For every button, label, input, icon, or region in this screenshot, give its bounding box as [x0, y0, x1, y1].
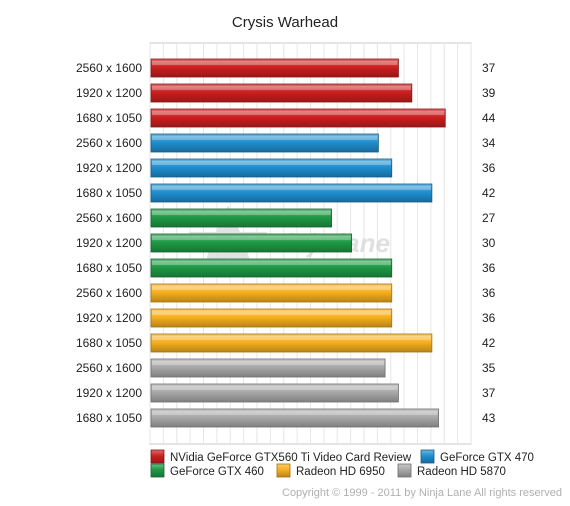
value-label: 34 [482, 136, 496, 150]
value-label: 44 [482, 111, 496, 125]
bar [150, 83, 413, 103]
bar [150, 208, 332, 228]
legend-swatch [150, 463, 165, 478]
legend-swatch [150, 449, 165, 464]
legend-label: NVidia GeForce GTX560 Ti Video Card Revi… [170, 452, 412, 464]
bar-highlight [152, 411, 438, 415]
bar [150, 183, 433, 203]
bar [150, 108, 446, 128]
value-label: 27 [482, 211, 496, 225]
category-label: 1680 x 1050 [76, 261, 142, 275]
bar-highlight [152, 386, 398, 390]
bar [150, 258, 393, 278]
category-label: 2560 x 1600 [76, 61, 142, 75]
bar [150, 283, 393, 303]
category-label: 2560 x 1600 [76, 211, 142, 225]
category-label: 1680 x 1050 [76, 411, 142, 425]
category-label: 1920 x 1200 [76, 236, 142, 250]
bar-highlight [152, 61, 398, 65]
bar-highlight [152, 361, 385, 365]
bar [150, 58, 399, 78]
bar-highlight [152, 236, 351, 240]
value-label: 37 [482, 61, 496, 75]
category-label: 2560 x 1600 [76, 361, 142, 375]
value-label: 39 [482, 86, 496, 100]
value-label: 36 [482, 261, 496, 275]
legend-label: Radeon HD 5870 [417, 466, 506, 478]
category-label: 1680 x 1050 [76, 186, 142, 200]
value-label: 37 [482, 386, 496, 400]
value-label: 36 [482, 311, 496, 325]
bar-highlight [152, 286, 391, 290]
category-label: 1680 x 1050 [76, 111, 142, 125]
value-label: 30 [482, 236, 496, 250]
chart-title: Crysis Warhead [232, 14, 338, 31]
legend-label: Radeon HD 6950 [296, 466, 385, 478]
bar [150, 308, 393, 328]
bar [150, 358, 386, 378]
category-label: 2560 x 1600 [76, 136, 142, 150]
category-label: 1920 x 1200 [76, 311, 142, 325]
category-label: 1920 x 1200 [76, 86, 142, 100]
bar [150, 408, 439, 428]
bar [150, 133, 379, 153]
value-label: 36 [482, 286, 496, 300]
bar-highlight [152, 261, 391, 265]
value-label: 35 [482, 361, 496, 375]
bar-highlight [152, 136, 378, 140]
category-label: 1680 x 1050 [76, 336, 142, 350]
legend-swatch [397, 463, 412, 478]
value-label: 43 [482, 411, 496, 425]
bar-highlight [152, 336, 431, 340]
legend-label: GeForce GTX 470 [440, 452, 534, 464]
bar [150, 333, 433, 353]
bar-highlight [152, 161, 391, 165]
bar [150, 158, 393, 178]
copyright-text: Copyright © 1999 - 2011 by Ninja Lane Al… [282, 487, 563, 499]
bar [150, 233, 353, 253]
legend-label: GeForce GTX 460 [170, 466, 264, 478]
category-label: 1920 x 1200 [76, 386, 142, 400]
category-label: 2560 x 1600 [76, 286, 142, 300]
bar-highlight [152, 311, 391, 315]
bar-highlight [152, 111, 445, 115]
bar-highlight [152, 86, 411, 90]
legend-swatch [420, 449, 435, 464]
legend-swatch [276, 463, 291, 478]
value-label: 36 [482, 161, 496, 175]
bar-highlight [152, 186, 431, 190]
bar [150, 383, 399, 403]
bar-highlight [152, 211, 331, 215]
category-label: 1920 x 1200 [76, 161, 142, 175]
value-label: 42 [482, 336, 496, 350]
value-label: 42 [482, 186, 496, 200]
